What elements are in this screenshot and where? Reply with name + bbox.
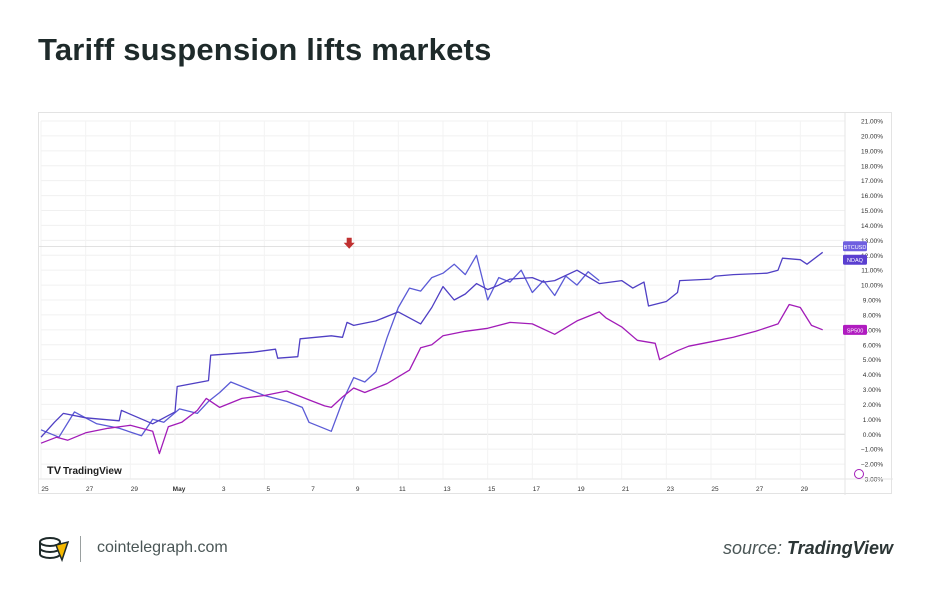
y-tick-label: 9.00%: [863, 298, 882, 305]
y-tick-label: 21.00%: [861, 119, 883, 126]
chart-area: 21.00% 20.00% 19.00% 18.00% 17.00% 16.00% 15.0…: [38, 112, 893, 495]
y-tick-label: −1.00%: [861, 447, 883, 454]
y-tick-label: 8.00%: [863, 312, 882, 319]
y-tick-label: 17.00%: [861, 178, 883, 185]
x-tick-label: 27: [86, 486, 94, 493]
x-tick-label: 17: [533, 486, 541, 493]
x-tick-label: 13: [443, 486, 451, 493]
footer-source: source: TradingView: [723, 538, 893, 559]
x-tick-label: 9: [356, 486, 360, 493]
y-tick-label: 19.00%: [861, 148, 883, 155]
y-tick-label: 11.00%: [861, 268, 883, 275]
x-tick-label: 25: [41, 486, 49, 493]
y-tick-label: 2.00%: [863, 402, 882, 409]
y-tick-label: 5.00%: [863, 357, 882, 364]
y-tick-label: 12.00%: [861, 253, 883, 260]
y-tick-label: 10.00%: [861, 283, 883, 290]
series-line-ndaq: [40, 251, 824, 438]
refresh-icon: [854, 469, 864, 479]
badge-btcusd: [843, 241, 867, 252]
badge-label-btcusd: BTCUSD: [844, 245, 867, 251]
y-tick-label: 7.00%: [863, 327, 882, 334]
annotation-arrow-icon: [343, 237, 355, 249]
x-tick-label: 3: [222, 486, 226, 493]
x-tick-label: 29: [131, 486, 139, 493]
badge-sp500: [843, 324, 867, 335]
badge-ndaq: [843, 254, 867, 265]
badge-label-ndaq: NDAQ: [847, 258, 864, 264]
x-tick-label: May: [173, 486, 186, 493]
cointelegraph-logo: [38, 534, 70, 564]
coin-stack-icon: [39, 537, 70, 563]
y-tick-label: 16.00%: [861, 193, 883, 200]
x-tick-label: 11: [399, 486, 406, 493]
y-tick-label: 13.00%: [861, 238, 883, 245]
y-tick-label: 1.00%: [863, 417, 882, 424]
y-tick-label: 18.00%: [861, 163, 883, 170]
series-line-sp500: [40, 303, 823, 455]
series-line-btcusd: [40, 254, 600, 438]
x-tick-label: 29: [801, 486, 809, 493]
x-tick-label: 27: [756, 486, 764, 493]
source-prefix: source:: [722, 538, 787, 558]
x-tick-label: 5: [267, 486, 271, 493]
y-tick-label: 20.00%: [861, 133, 883, 140]
x-tick-label: 23: [667, 486, 675, 493]
y-tick-label: −3.00%: [861, 477, 883, 484]
footer-site: cointelegraph.com: [97, 539, 228, 556]
tradingview-logo-icon: TV: [47, 465, 62, 477]
y-tick-label: 0.00%: [863, 432, 882, 439]
chart-title: Tariff suspension lifts markets: [38, 32, 492, 67]
y-tick-label: −2.00%: [861, 462, 883, 469]
x-tick-label: 21: [622, 486, 630, 493]
chart-svg: 21.00% 20.00% 19.00% 18.00% 17.00% 16.00% 15.0…: [39, 113, 893, 495]
y-tick-label: 15.00%: [861, 208, 883, 215]
y-tick-label: 4.00%: [863, 372, 882, 379]
footer-separator: [80, 536, 81, 562]
x-tick-label: 25: [711, 486, 719, 493]
x-tick-label: 7: [311, 486, 315, 493]
tradingview-watermark: TradingView: [63, 466, 122, 477]
x-tick-label: 19: [577, 486, 585, 493]
y-tick-label: 6.00%: [863, 342, 882, 349]
badge-label-sp500: SP500: [847, 328, 864, 334]
y-tick-label: 3.00%: [863, 387, 882, 394]
y-tick-label: 14.00%: [861, 223, 883, 230]
source-name: TradingView: [786, 538, 893, 558]
x-tick-label: 15: [488, 486, 496, 493]
